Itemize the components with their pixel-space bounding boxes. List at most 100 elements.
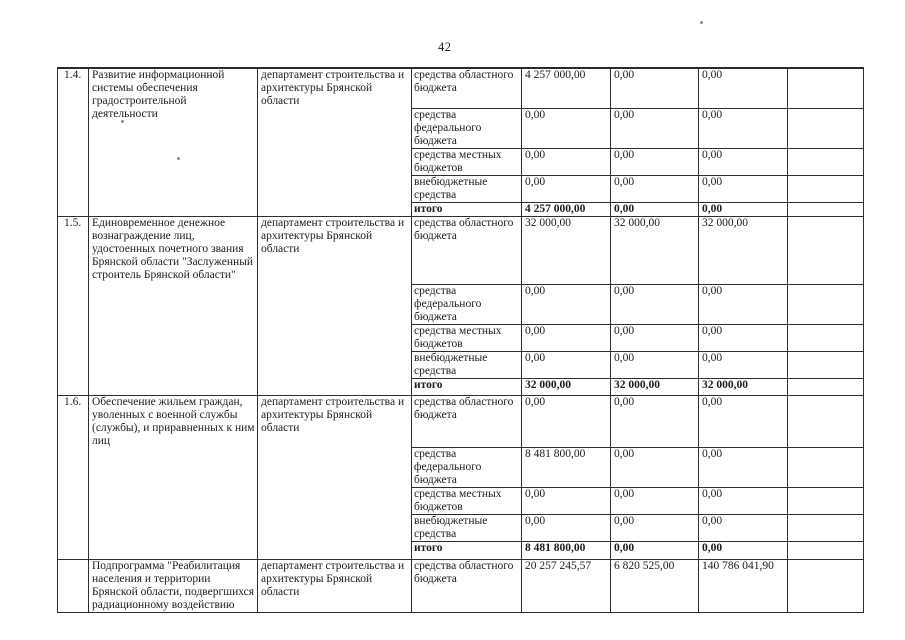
empty-cell [787,513,864,542]
department-cell: департамент строительства и архитектуры … [257,394,412,560]
amount-cell-year2: 0,00 [610,513,699,542]
empty-cell [787,350,864,379]
amount-cell-year1: 0,00 [521,174,611,203]
empty-cell [787,446,864,488]
empty-cell [787,215,864,285]
budget-source-cell: средства местных бюджетов [411,147,522,176]
empty-cell [787,394,864,448]
empty-cell [787,486,864,515]
amount-cell-year3: 0,00 [698,283,788,325]
amount-cell-year1: 0,00 [521,350,611,379]
measure-name-cell: Единовременное денежное вознаграждение л… [88,215,258,396]
table-row: внебюджетные средства 0,00 0,00 0,00 [58,350,864,379]
amount-cell-year3: 0,00 [698,67,788,109]
amount-cell-year3: 0,00 [698,446,788,488]
amount-cell-year1: 8 481 800,00 [521,446,611,488]
amount-cell-year2: 0,00 [610,323,699,352]
amount-cell-year3: 0,00 [698,540,788,560]
amount-cell-year1: 0,00 [521,486,611,515]
empty-cell [787,67,864,109]
amount-cell-year2: 0,00 [610,446,699,488]
amount-cell-year2: 0,00 [610,174,699,203]
table-row: внебюджетные средства 0,00 0,00 0,00 [58,513,864,542]
budget-source-cell: внебюджетные средства [411,174,522,203]
amount-cell-year2: 6 820 525,00 [610,558,699,613]
amount-cell-year2: 0,00 [610,540,699,560]
amount-cell-year3: 0,00 [698,350,788,379]
amount-cell-year1: 0,00 [521,147,611,176]
table-row: средства федерального бюджета 0,00 0,00 … [58,283,864,325]
scan-speck [700,21,703,24]
empty-cell [787,377,864,396]
table-row: 1.6. Обеспечение жильем граждан, уволенн… [57,394,864,560]
budget-source-cell: внебюджетные средства [411,513,522,542]
amount-cell-year3: 32 000,00 [698,215,788,285]
amount-cell-year2: 32 000,00 [610,215,699,285]
amount-cell-year1: 0,00 [521,513,611,542]
amount-cell-year3: 140 786 041,90 [698,558,788,613]
budget-source-cell: средства местных бюджетов [411,486,522,515]
budget-source-cell: средства областного бюджета [411,215,522,285]
amount-cell-year1: 20 257 245,57 [521,558,611,613]
amount-cell-year2: 0,00 [610,147,699,176]
amount-cell-year1: 32 000,00 [521,377,611,396]
amount-cell-year2: 0,00 [610,394,699,448]
amount-cell-year3: 0,00 [698,107,788,149]
table-row: 1.4. Развитие информационной системы обе… [57,67,864,217]
empty-cell [787,540,864,560]
empty-cell [787,558,864,613]
amount-cell-year1: 32 000,00 [521,215,611,285]
amount-cell-year1: 0,00 [521,394,611,448]
row-number-cell: 1.6. [57,394,89,560]
amount-cell-year3: 0,00 [698,201,788,217]
amount-cell-year2: 0,00 [610,486,699,515]
amount-cell-year1: 0,00 [521,107,611,149]
table-row: средства федерального бюджета 0,00 0,00 … [58,107,864,149]
department-cell: департамент строительства и архитектуры … [257,558,412,613]
empty-cell [787,147,864,176]
budget-table: 1.4. Развитие информационной системы обе… [57,67,864,613]
amount-cell-year3: 0,00 [698,323,788,352]
empty-cell [787,283,864,325]
amount-cell-year3: 0,00 [698,513,788,542]
row-number-cell [57,558,89,613]
table-row: 1.5. Единовременное денежное вознагражде… [57,215,864,396]
amount-cell-year1: 0,00 [521,283,611,325]
budget-source-cell: внебюджетные средства [411,350,522,379]
budget-source-cell: средства федерального бюджета [411,107,522,149]
empty-cell [787,174,864,203]
department-cell: департамент строительства и архитектуры … [257,215,412,396]
measure-name-cell: Развитие информационной системы обеспече… [88,67,258,217]
amount-cell-year2: 0,00 [610,201,699,217]
empty-cell [787,201,864,217]
amount-cell-year2: 0,00 [610,283,699,325]
department-cell: департамент строительства и архитектуры … [257,67,412,217]
amount-cell-year2: 32 000,00 [610,377,699,396]
amount-cell-year1: 8 481 800,00 [521,540,611,560]
total-row: итого 4 257 000,00 0,00 0,00 [58,201,864,217]
amount-cell-year1: 4 257 000,00 [521,67,611,109]
amount-cell-year3: 0,00 [698,394,788,448]
table-row: средства местных бюджетов 0,00 0,00 0,00 [58,486,864,515]
amount-cell-year1: 4 257 000,00 [521,201,611,217]
amount-cell-year2: 0,00 [610,350,699,379]
amount-cell-year3: 32 000,00 [698,377,788,396]
budget-source-cell: средства местных бюджетов [411,323,522,352]
total-label-cell: итого [411,377,522,396]
total-label-cell: итого [411,201,522,217]
page-number: 42 [438,40,452,54]
subprogram-row: Подпрограмма "Реабилитация населения и т… [57,558,864,613]
budget-source-cell: средства областного бюджета [411,394,522,448]
amount-cell-year2: 0,00 [610,67,699,109]
amount-cell-year2: 0,00 [610,107,699,149]
table-row: внебюджетные средства 0,00 0,00 0,00 [58,174,864,203]
amount-cell-year3: 0,00 [698,174,788,203]
table-row: средства федерального бюджета 8 481 800,… [58,446,864,488]
measure-name-cell: Обеспечение жильем граждан, уволенных с … [88,394,258,560]
amount-cell-year3: 0,00 [698,147,788,176]
empty-cell [787,323,864,352]
total-row: итого 8 481 800,00 0,00 0,00 [58,540,864,560]
row-number-cell: 1.5. [57,215,89,396]
budget-source-cell: средства областного бюджета [411,67,522,109]
